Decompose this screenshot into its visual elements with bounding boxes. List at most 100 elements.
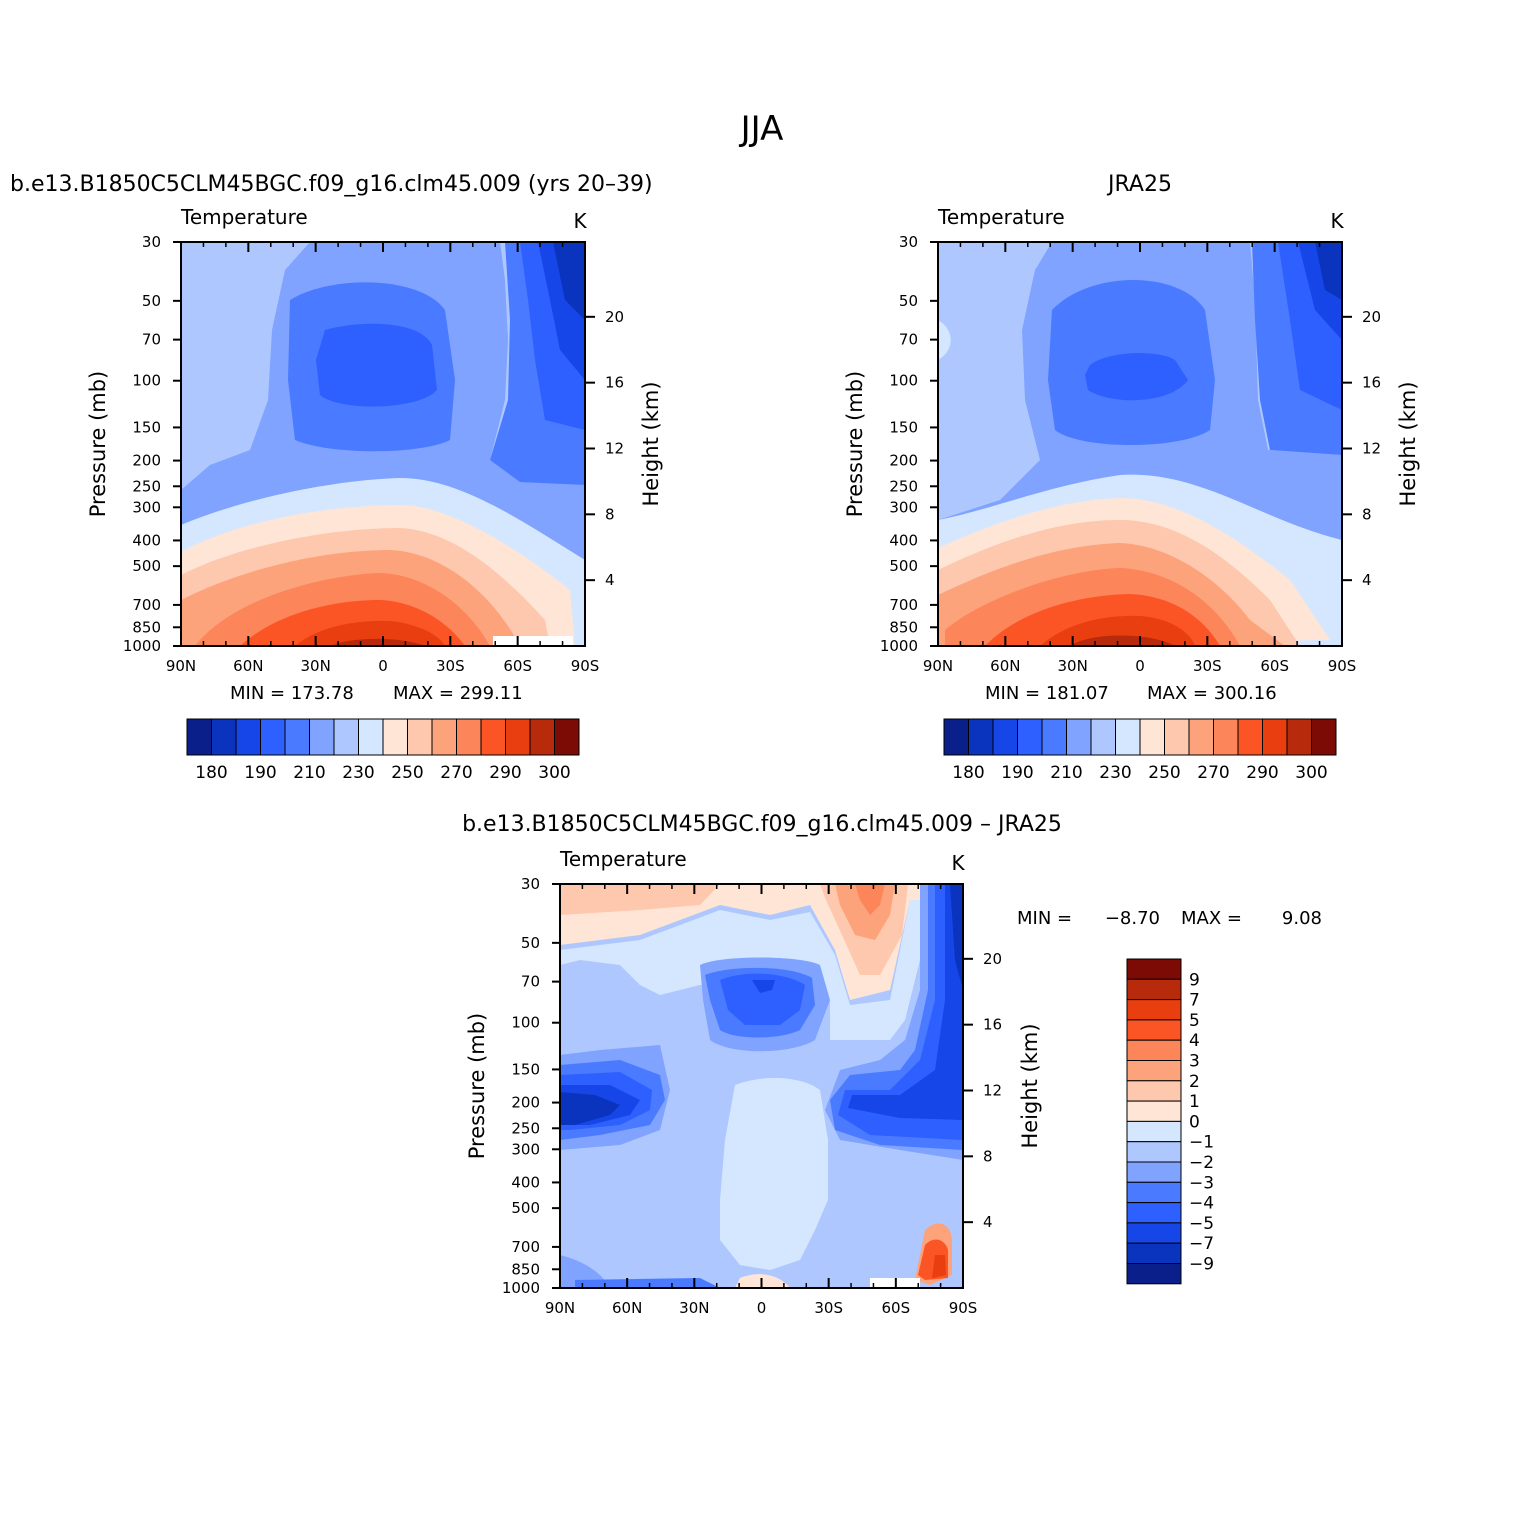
panel-title: b.e13.B1850C5CLM45BGC.f09_g16.clm45.009 …	[462, 812, 1062, 837]
x-tick-label: 60S	[503, 657, 532, 675]
units-label: K	[1330, 209, 1344, 233]
y-tick-label: 300	[889, 498, 918, 516]
colorbar-swatch	[407, 718, 433, 756]
y-axis-label: Pressure (mb)	[843, 371, 867, 518]
y-right-tick-label: 4	[1362, 571, 1372, 589]
missing-data-region	[493, 636, 573, 646]
colorbar: 180 190 210 230 250 270 290 300	[186, 718, 580, 783]
y-tick-label: 850	[511, 1260, 540, 1278]
colorbar-swatch	[382, 718, 408, 756]
colorbar-label: −3	[1189, 1173, 1214, 1193]
colorbar-label: 270	[440, 763, 472, 783]
colorbar-swatch	[1126, 1263, 1182, 1285]
colorbar-swatch	[1126, 999, 1182, 1021]
colorbar-label: 290	[1246, 763, 1278, 783]
colorbar-swatch	[1311, 718, 1337, 756]
y-tick-label: 1000	[123, 637, 161, 655]
contour-level-south-9	[950, 884, 963, 990]
colorbar-label: 1	[1189, 1092, 1200, 1112]
colorbar-swatch	[1090, 718, 1116, 756]
colorbar-swatch	[1115, 718, 1141, 756]
x-tick-label: 30S	[814, 1299, 843, 1317]
x-tick-label: 0	[1135, 657, 1145, 675]
y-right-tick-label: 12	[605, 439, 624, 457]
max-value: 9.08	[1282, 908, 1322, 929]
y-tick-label: 150	[889, 418, 918, 436]
y-tick-label: 50	[521, 934, 540, 952]
colorbar-swatch	[968, 718, 994, 756]
x-tick-label: 30N	[1058, 657, 1088, 675]
colorbar-swatch	[992, 718, 1018, 756]
units-label: K	[951, 851, 965, 875]
y-right-tick-label: 8	[605, 505, 615, 523]
y-tick-label: 250	[889, 477, 918, 495]
y-tick-label: 400	[132, 531, 161, 549]
y-right-tick-label: 20	[1362, 308, 1381, 326]
y-tick-label: 200	[511, 1094, 540, 1112]
y-axis-right-label: Height (km)	[1018, 1023, 1042, 1148]
y-tick-label: 1000	[880, 637, 918, 655]
y-right-tick-label: 16	[983, 1016, 1002, 1034]
colorbar-swatch	[431, 718, 457, 756]
y-tick-label: 250	[132, 477, 161, 495]
x-tick-label: 90N	[923, 657, 953, 675]
y-tick-label: 70	[899, 331, 918, 349]
contour-level-pos3	[855, 884, 885, 915]
contour-level-0-center	[720, 1078, 828, 1270]
colorbar-swatch	[1126, 1100, 1182, 1122]
panel-model: b.e13.B1850C5CLM45BGC.f09_g16.clm45.009 …	[10, 172, 663, 783]
x-tick-label: 30N	[679, 1299, 709, 1317]
x-tick-label: 60N	[990, 657, 1020, 675]
contour-level-175	[1315, 242, 1342, 300]
y-tick-label: 70	[521, 973, 540, 991]
contour-field	[181, 242, 585, 646]
colorbar-label: 230	[1099, 763, 1131, 783]
y-tick-label: 250	[511, 1119, 540, 1137]
variable-label: Temperature	[937, 205, 1065, 229]
colorbar-swatch	[1017, 718, 1043, 756]
colorbar-label: 230	[342, 763, 374, 783]
x-tick-label: 90S	[571, 657, 600, 675]
min-label: MIN =	[1017, 908, 1072, 929]
y-tick-label: 700	[132, 596, 161, 614]
y-tick-label: 1000	[502, 1279, 540, 1297]
y-tick-label: 150	[511, 1060, 540, 1078]
x-tick-label: 30S	[1193, 657, 1222, 675]
y-tick-label: 700	[889, 596, 918, 614]
contour-level-295	[1070, 635, 1175, 646]
colorbar-label: 180	[952, 763, 984, 783]
colorbar-swatch	[1164, 718, 1190, 756]
y-right-tick-label: 16	[1362, 374, 1381, 392]
colorbar-label: 300	[538, 763, 570, 783]
contour-level-pos-ant-5	[932, 1255, 946, 1278]
colorbar-label: 5	[1189, 1011, 1200, 1031]
colorbar-swatch	[235, 718, 261, 756]
variable-label: Temperature	[180, 205, 308, 229]
y-tick-label: 30	[142, 233, 161, 251]
colorbar-label: 250	[1148, 763, 1180, 783]
colorbar-swatch	[1213, 718, 1239, 756]
y-right-tick-label: 12	[983, 1081, 1002, 1099]
colorbar-label: 2	[1189, 1072, 1200, 1092]
y-tick-label: 100	[132, 372, 161, 390]
colorbar-label: −1	[1189, 1133, 1214, 1153]
contour-level-290	[1040, 615, 1195, 646]
colorbar-swatch	[480, 718, 506, 756]
colorbar-swatch	[1126, 1202, 1182, 1224]
colorbar-label: −7	[1189, 1234, 1214, 1254]
contour-level-220	[1085, 353, 1188, 401]
y-right-tick-label: 12	[1362, 439, 1381, 457]
y-right-tick-label: 4	[983, 1213, 993, 1231]
colorbar-swatch	[1041, 718, 1067, 756]
max-label: MAX =	[1181, 908, 1242, 929]
colorbar-swatch	[554, 718, 580, 756]
panel-obs: JRA25 Temperature K 90N 60N 30N 0 30S 60S 90S 3…	[843, 172, 1420, 783]
x-tick-label: 0	[378, 657, 388, 675]
panel-difference: b.e13.B1850C5CLM45BGC.f09_g16.clm45.009 …	[462, 812, 1322, 1317]
y-tick-label: 150	[132, 418, 161, 436]
colorbar-label: −9	[1189, 1255, 1214, 1275]
colorbar-swatch	[309, 718, 335, 756]
max-label: MAX = 300.16	[1147, 683, 1277, 704]
colorbar-label: 250	[391, 763, 423, 783]
